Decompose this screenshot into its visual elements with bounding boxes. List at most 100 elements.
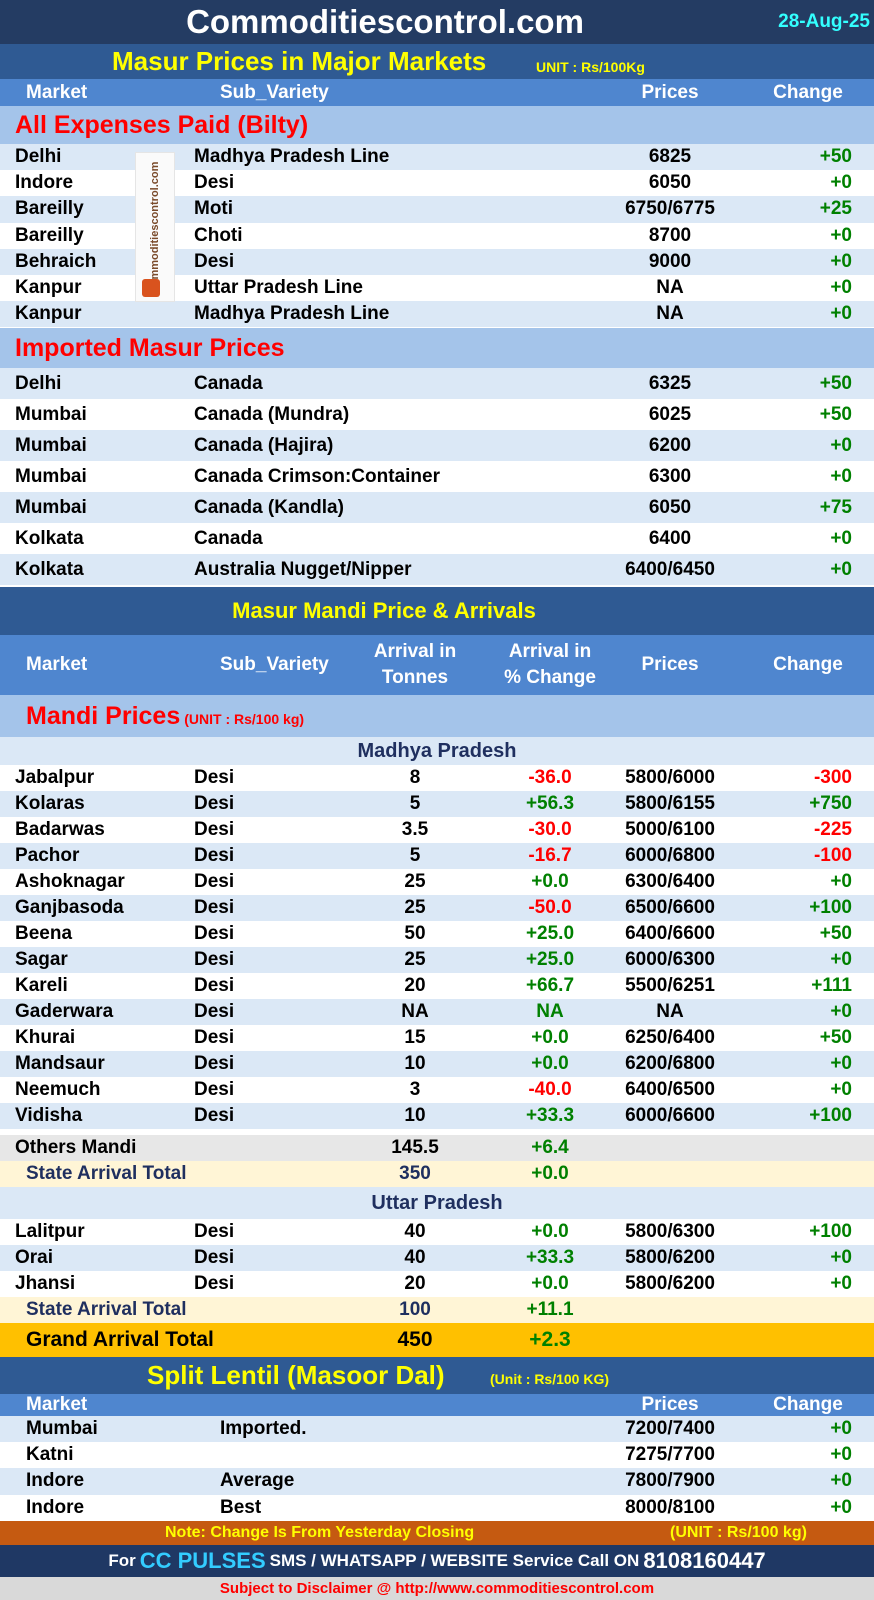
mandi-col-pct-line1: Arrival in <box>508 641 592 662</box>
sub-variety: Moti <box>194 198 234 220</box>
arrival: 40 <box>404 1221 426 1242</box>
arrival-pct-change: NA <box>536 1001 564 1022</box>
price: 6400 <box>648 527 692 549</box>
price: 6300 <box>648 465 692 487</box>
sub-variety: Imported. <box>220 1418 307 1440</box>
change: +0 <box>830 1496 852 1518</box>
arrival-pct-change: -16.7 <box>528 845 572 866</box>
dal-col-market: Market <box>26 1394 88 1415</box>
change: +100 <box>809 1105 852 1126</box>
state-heading-up-row: Uttar Pradesh <box>0 1187 874 1219</box>
arrival: 25 <box>404 871 426 892</box>
mandi-row: Mandsaur Desi 10 +0.0 6200/6800 +0 <box>0 1051 874 1077</box>
price: 6400/6450 <box>625 558 715 580</box>
report-date: 28-Aug-25 <box>778 11 870 32</box>
sub-variety: Madhya Pradesh Line <box>194 303 390 325</box>
change: +750 <box>809 793 852 814</box>
market-name: Mumbai <box>15 434 87 456</box>
market-name: Kareli <box>15 975 68 996</box>
mp-state-total-row: State Arrival Total 350 +0.0 <box>0 1161 874 1187</box>
imported-row: Delhi Canada 6325 +50 <box>0 368 874 399</box>
mandi-col-prices: Prices <box>641 654 699 675</box>
price: 5500/6251 <box>625 975 715 996</box>
mandi-heading-row: Mandi Prices (UNIT : Rs/100 kg) <box>0 695 874 737</box>
sub-variety: Desi <box>194 1053 235 1074</box>
market-name: Kolaras <box>15 793 85 814</box>
change: +0 <box>830 1053 852 1074</box>
grand-total-arrival: 450 <box>397 1328 433 1351</box>
mandi-row: Pachor Desi 5 -16.7 6000/6800 -100 <box>0 843 874 869</box>
price: 6825 <box>648 146 692 168</box>
mandi-col-change: Change <box>773 654 843 675</box>
up-state-total-pct: +11.1 <box>526 1299 574 1320</box>
sub-variety: Average <box>220 1470 295 1492</box>
change: +50 <box>819 403 852 425</box>
up-state-total-row: State Arrival Total 100 +11.1 <box>0 1297 874 1323</box>
change: -225 <box>813 819 852 840</box>
mandi-col-pct-line2: % Change <box>504 667 596 688</box>
footer-note-bar: Note: Change Is From Yesterday Closing (… <box>0 1521 874 1545</box>
market-name: Delhi <box>15 372 62 394</box>
major-markets-column-header: Market Sub_Variety Prices Change <box>0 79 874 106</box>
dal-col-change: Change <box>773 1394 843 1415</box>
change: +0 <box>830 949 852 970</box>
col-market: Market <box>26 81 88 103</box>
sub-variety: Desi <box>194 923 235 944</box>
mandi-row: Orai Desi 40 +33.3 5800/6200 +0 <box>0 1245 874 1271</box>
sub-variety: Desi <box>194 1001 235 1022</box>
others-mandi-row: Others Mandi 145.5 +6.4 <box>0 1135 874 1161</box>
price: 7800/7900 <box>625 1470 715 1492</box>
arrival: 25 <box>404 897 426 918</box>
logo-mark-icon <box>142 279 160 297</box>
change: +50 <box>819 1027 852 1048</box>
market-name: Badarwas <box>15 819 105 840</box>
price: 5800/6200 <box>625 1247 715 1268</box>
price: 6250/6400 <box>625 1027 715 1048</box>
price: 6400/6500 <box>625 1079 715 1100</box>
bilty-row: Bareilly Moti 6750/6775 +25 <box>0 196 874 223</box>
market-name: Bareilly <box>15 198 84 220</box>
footer-phone: 8108160447 <box>643 1548 766 1573</box>
arrival-pct-change: +56.3 <box>525 793 575 814</box>
change: -300 <box>813 767 852 788</box>
title-bar: Commoditiescontrol.com 28-Aug-25 <box>0 0 874 44</box>
col-change: Change <box>773 81 843 103</box>
up-state-total-arrival: 100 <box>399 1299 431 1320</box>
arrival: NA <box>401 1001 429 1022</box>
price: 6025 <box>648 403 692 425</box>
arrival: 10 <box>404 1105 426 1126</box>
arrival-pct-change: -30.0 <box>528 819 572 840</box>
imported-row: Kolkata Australia Nugget/Nipper 6400/6450 +… <box>0 554 874 585</box>
sub-variety: Canada <box>194 372 263 394</box>
sub-variety: Choti <box>194 224 243 246</box>
dal-row: Katni 7275/7700 +0 <box>0 1442 874 1469</box>
change: +0 <box>830 1247 852 1268</box>
price: 6200/6800 <box>625 1053 715 1074</box>
imported-row: Mumbai Canada (Hajira) 6200 +0 <box>0 430 874 461</box>
mandi-row: Sagar Desi 25 +25.0 6000/6300 +0 <box>0 947 874 973</box>
change: +0 <box>830 172 852 194</box>
mandi-title-bar: Masur Mandi Price & Arrivals <box>0 587 874 635</box>
arrival-pct-change: -36.0 <box>528 767 572 788</box>
others-mandi-label: Others Mandi <box>15 1137 137 1158</box>
sub-variety: Canada Crimson:Container <box>194 465 440 487</box>
mandi-row: Ganjbasoda Desi 25 -50.0 6500/6600 +100 <box>0 895 874 921</box>
mandi-heading-unit: (UNIT : Rs/100 kg) <box>184 711 305 727</box>
sub-variety: Canada (Kandla) <box>194 496 344 518</box>
footer-service-bar: For CC PULSES SMS / WHATSAPP / WEBSITE S… <box>0 1545 874 1577</box>
arrival: 5 <box>409 845 421 866</box>
price: 6000/6300 <box>625 949 715 970</box>
change: +0 <box>830 1001 852 1022</box>
market-name: Kolkata <box>15 558 84 580</box>
price: 5800/6200 <box>625 1273 715 1294</box>
dal-title: Split Lentil (Masoor Dal) <box>147 1360 445 1390</box>
market-name: Behraich <box>15 250 97 272</box>
change: +75 <box>819 496 852 518</box>
arrival: 8 <box>409 767 421 788</box>
arrival: 20 <box>404 975 426 996</box>
market-name: Kolkata <box>15 527 84 549</box>
market-name: Neemuch <box>15 1079 101 1100</box>
mandi-title: Masur Mandi Price & Arrivals <box>232 598 536 623</box>
arrival-pct-change: +66.7 <box>525 975 575 996</box>
sub-variety: Desi <box>194 1079 235 1100</box>
